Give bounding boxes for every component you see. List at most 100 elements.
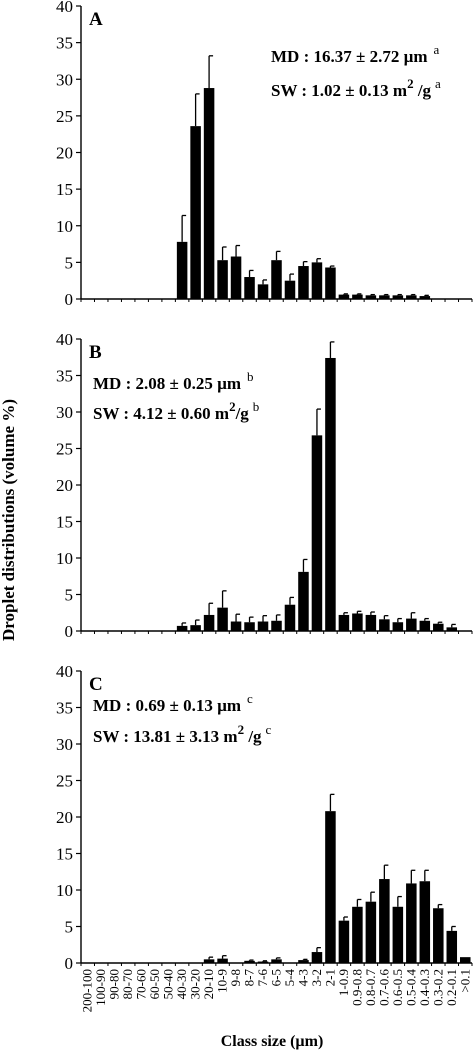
bar [365,901,377,963]
significance-superscript: b [247,369,254,384]
y-tick-label: 35 [56,367,73,386]
y-tick-label: 40 [56,662,73,681]
category-label: 50-40 [161,969,176,999]
y-tick-label: 0 [65,954,74,973]
bar [419,620,431,631]
bar [365,614,377,631]
y-tick-label: 20 [56,476,73,495]
median-diameter-value: MD : 0.69 ± 0.13 µm [93,696,241,715]
unit-suffix: /g [244,727,262,746]
bar [406,295,417,299]
bar [203,959,215,963]
category-label: 7-6 [255,969,270,987]
bar [433,623,444,631]
category-label: 0.8-0.7 [363,969,378,1006]
bar [176,625,188,631]
y-tick-label: 30 [56,735,73,754]
bar [284,604,296,631]
category-label: 0.4-0.3 [417,969,432,1006]
y-tick-label: 15 [56,180,73,199]
category-label: 40-30 [174,969,189,999]
bar [446,930,458,963]
y-tick-label: 10 [56,217,73,236]
category-label: 0.5-0.4 [403,969,418,1006]
bar [379,879,390,963]
bar [217,260,228,299]
bar [338,920,350,963]
unit-exponent: 2 [238,722,245,737]
category-label: 1-0.9 [336,969,351,996]
specific-surface-label: SW : 13.81 ± 3.13 m2 /g c [93,722,272,746]
median-diameter-label: MD : 2.08 ± 0.25 µm b [93,369,254,393]
category-label: 10-9 [215,969,230,993]
bar [325,357,336,631]
y-tick-label: 15 [56,845,73,864]
y-tick-label: 25 [56,772,73,791]
y-tick-label: 0 [65,290,74,309]
bar [298,960,309,963]
panel-label: C [89,674,103,695]
category-label: 3-2 [309,969,324,986]
bar [379,295,390,299]
bar [311,262,323,299]
y-tick-label: 30 [56,403,73,422]
significance-superscript: a [435,76,441,91]
bar [419,296,431,299]
bar [446,627,458,631]
significance-superscript: b [253,399,260,414]
category-label: 200-100 [80,969,95,1012]
bar [230,256,242,299]
y-tick-label: 35 [56,699,73,718]
category-label: 0.2-0.1 [444,969,459,1006]
bar [271,620,282,631]
specific-surface-value: SW : 1.02 ± 0.13 m [271,81,407,100]
unit-exponent: 2 [229,399,236,414]
category-label: 8-7 [242,969,257,987]
bar [298,571,309,631]
significance-superscript: a [434,42,440,57]
y-tick-label: 35 [56,34,73,53]
bar [352,906,363,963]
x-axis-title: Class size (µm) [221,1033,324,1050]
bar [257,284,269,299]
y-tick-label: 10 [56,549,73,568]
median-diameter-label: MD : 16.37 ± 2.72 µm a [271,42,440,66]
bar [203,88,215,299]
bar [217,607,228,631]
panel-label: B [89,342,102,363]
bar [230,621,242,631]
bar [352,613,363,631]
y-tick-label: 5 [65,253,74,272]
bar [379,619,390,631]
bar [338,614,350,631]
y-tick-label: 15 [56,513,73,532]
significance-superscript: c [247,691,253,706]
category-label: 4-3 [295,969,310,986]
specific-surface-label: SW : 4.12 ± 0.60 m2/g b [93,399,259,423]
category-label: 9-8 [228,969,243,986]
bar [271,260,282,299]
bar [190,625,201,631]
y-tick-label: 5 [65,586,74,605]
y-tick-label: 25 [56,107,73,126]
bar [392,295,404,299]
bar [433,908,444,963]
bar [460,957,471,963]
bar [176,241,188,299]
y-tick-label: 40 [56,0,73,16]
bar [190,126,201,299]
bar [365,295,377,299]
category-label: >0.1 [457,969,472,993]
category-label: 20-10 [201,969,216,999]
bar [419,881,431,963]
category-label: 2-1 [322,969,337,986]
bar [298,266,309,299]
bar [325,267,336,299]
bar [244,277,255,299]
significance-superscript: c [266,722,272,737]
category-label: 70-60 [134,969,149,999]
median-diameter-label: MD : 0.69 ± 0.13 µm c [93,691,253,715]
category-label: 0.3-0.2 [430,969,445,1006]
bar [406,883,417,963]
